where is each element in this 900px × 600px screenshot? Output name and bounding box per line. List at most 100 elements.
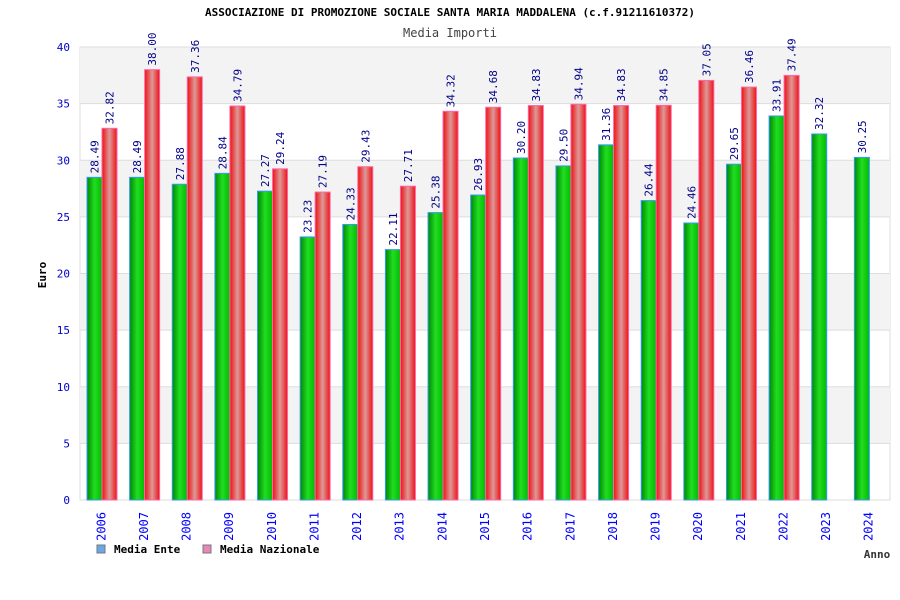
x-tick-label: 2022 xyxy=(776,512,790,541)
y-tick-label: 20 xyxy=(57,268,70,281)
data-label: 29.50 xyxy=(557,129,570,162)
bar-media-nazionale xyxy=(314,191,331,501)
x-tick-label: 2014 xyxy=(435,512,449,541)
bar-media-ente xyxy=(555,165,572,501)
bar-media-ente xyxy=(129,176,146,501)
y-tick-label: 10 xyxy=(57,381,70,394)
data-label: 26.93 xyxy=(472,158,485,191)
data-label: 37.05 xyxy=(700,43,713,76)
chart-title: Media Importi xyxy=(403,26,497,40)
x-tick-label: 2017 xyxy=(563,512,577,541)
y-tick-label: 35 xyxy=(57,98,70,111)
bar-media-ente xyxy=(598,144,615,501)
y-tick-label: 40 xyxy=(57,41,70,54)
legend-swatch xyxy=(96,544,106,554)
data-label: 33.91 xyxy=(771,79,784,112)
data-label: 29.65 xyxy=(728,127,741,160)
data-label: 24.33 xyxy=(344,187,357,220)
data-label: 29.43 xyxy=(359,130,372,163)
data-label: 28.49 xyxy=(131,140,144,173)
data-label: 27.88 xyxy=(174,147,187,180)
x-tick-label: 2006 xyxy=(94,512,108,541)
bar-media-nazionale xyxy=(698,79,715,501)
data-label: 32.82 xyxy=(104,91,117,124)
bar-media-nazionale xyxy=(570,103,587,501)
data-label: 30.25 xyxy=(856,120,869,153)
y-tick-label: 30 xyxy=(57,154,70,167)
bar-media-ente xyxy=(384,249,401,501)
data-label: 26.44 xyxy=(643,163,656,196)
bar-media-ente xyxy=(512,157,529,501)
bar-media-nazionale xyxy=(101,127,118,501)
bar-media-nazionale xyxy=(144,69,161,501)
data-label: 25.38 xyxy=(430,175,443,208)
bar-media-nazionale xyxy=(229,105,246,501)
bar-media-nazionale xyxy=(783,74,800,501)
data-label: 34.32 xyxy=(445,74,458,107)
data-label: 34.83 xyxy=(530,68,543,101)
bar-media-nazionale xyxy=(527,105,544,501)
data-label: 36.46 xyxy=(743,50,756,83)
data-label: 34.79 xyxy=(231,69,244,102)
bar-media-ente xyxy=(214,172,231,501)
bar-media-ente xyxy=(299,236,316,501)
y-tick-label: 15 xyxy=(57,324,70,337)
bar-media-nazionale xyxy=(442,110,459,501)
data-label: 30.20 xyxy=(515,121,528,154)
bar-media-ente xyxy=(342,223,359,501)
data-label: 28.49 xyxy=(89,140,102,173)
x-tick-label: 2011 xyxy=(307,512,321,541)
x-tick-label: 2015 xyxy=(478,512,492,541)
bar-media-ente xyxy=(86,176,103,501)
x-tick-label: 2008 xyxy=(180,512,194,541)
data-label: 23.23 xyxy=(302,200,315,233)
bar-media-ente xyxy=(768,115,785,501)
y-tick-label: 25 xyxy=(57,211,70,224)
bar-media-ente xyxy=(683,222,700,501)
bar-media-nazionale xyxy=(485,106,502,501)
data-label: 32.32 xyxy=(813,97,826,130)
x-tick-label: 2016 xyxy=(521,512,535,541)
x-tick-label: 2018 xyxy=(606,512,620,541)
data-label: 22.11 xyxy=(387,212,400,245)
bar-media-nazionale xyxy=(272,168,289,501)
legend-label: Media Nazionale xyxy=(220,543,320,556)
x-tick-label: 2012 xyxy=(350,512,364,541)
data-label: 34.83 xyxy=(615,68,628,101)
data-label: 38.00 xyxy=(146,33,159,66)
bar-media-nazionale xyxy=(399,185,416,501)
data-label: 34.94 xyxy=(572,67,585,100)
bar-media-nazionale xyxy=(186,76,203,501)
bar-media-ente xyxy=(640,200,657,501)
x-tick-label: 2023 xyxy=(819,512,833,541)
data-label: 37.36 xyxy=(189,40,202,73)
bar-media-nazionale xyxy=(740,86,757,501)
x-tick-label: 2007 xyxy=(137,512,151,541)
data-label: 27.71 xyxy=(402,149,415,182)
data-label: 27.27 xyxy=(259,154,272,187)
data-label: 27.19 xyxy=(317,155,330,188)
data-label: 28.84 xyxy=(216,136,229,169)
bar-media-ente xyxy=(427,212,444,501)
x-tick-label: 2013 xyxy=(393,512,407,541)
x-tick-label: 2024 xyxy=(862,512,876,541)
x-tick-label: 2009 xyxy=(222,512,236,541)
bar-media-ente xyxy=(171,183,188,501)
bar-media-ente xyxy=(725,163,742,501)
y-tick-label: 5 xyxy=(63,437,70,450)
bar-media-ente xyxy=(470,194,487,501)
legend-label: Media Ente xyxy=(114,543,181,556)
chart-header: ASSOCIAZIONE DI PROMOZIONE SOCIALE SANTA… xyxy=(205,6,695,19)
data-label: 29.24 xyxy=(274,131,287,164)
x-tick-label: 2021 xyxy=(734,512,748,541)
bar-media-nazionale xyxy=(655,104,672,501)
y-axis-label: Euro xyxy=(36,261,49,288)
data-label: 31.36 xyxy=(600,108,613,141)
data-label: 34.85 xyxy=(658,68,671,101)
x-tick-label: 2020 xyxy=(691,512,705,541)
y-tick-label: 0 xyxy=(63,494,70,507)
x-tick-label: 2010 xyxy=(265,512,279,541)
data-label: 37.49 xyxy=(786,38,799,71)
bar-media-ente xyxy=(257,190,274,501)
